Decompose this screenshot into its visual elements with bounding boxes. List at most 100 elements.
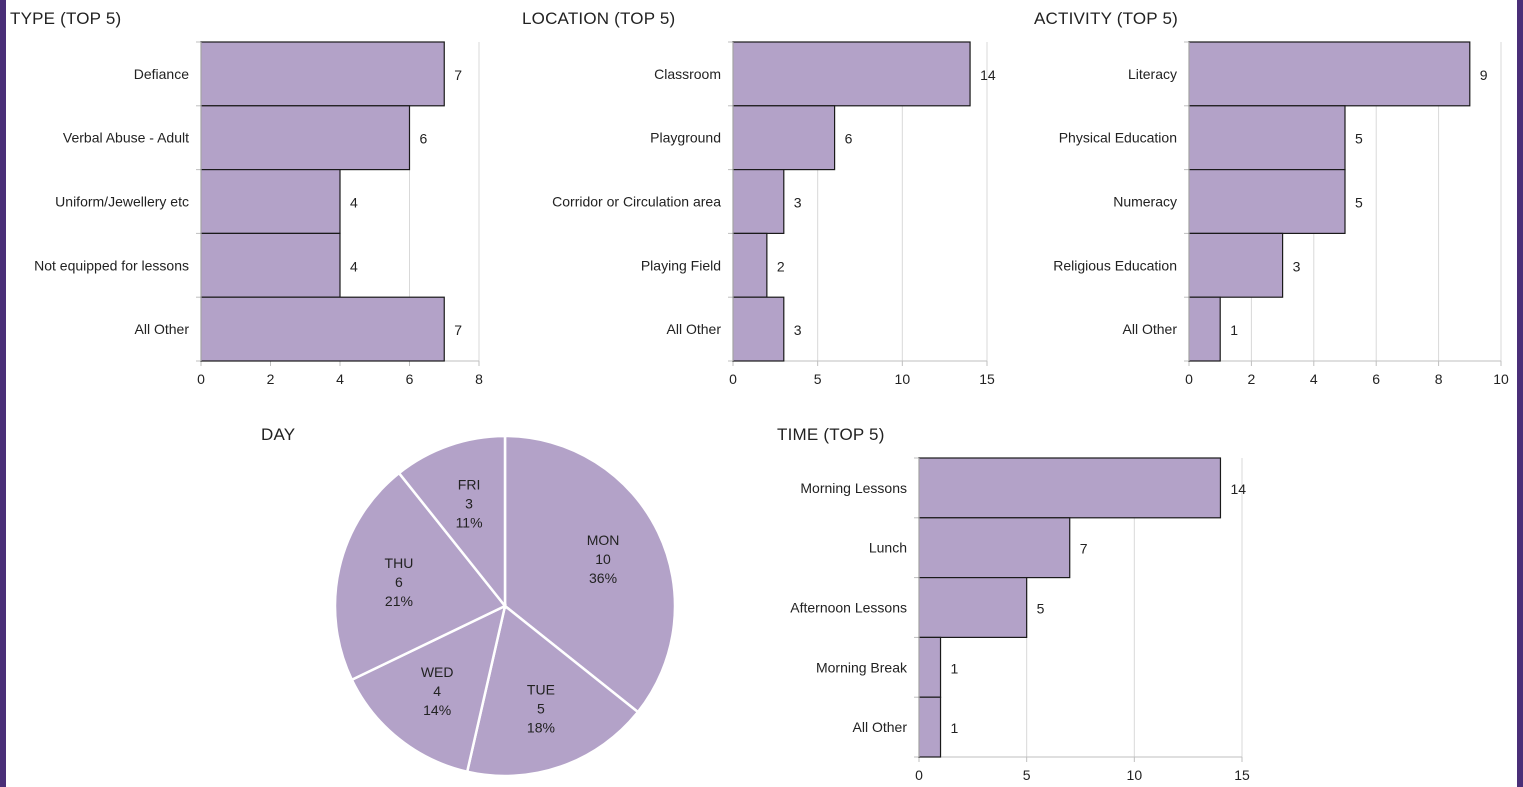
- time-category-label: Afternoon Lessons: [790, 600, 907, 616]
- activity-category-label: Physical Education: [1059, 130, 1177, 146]
- dashboard-canvas: TYPE (TOP 5) LOCATION (TOP 5) ACTIVITY (…: [6, 0, 1517, 787]
- type-bar: [200, 169, 341, 235]
- pie-label-value: 5: [537, 701, 545, 717]
- type-chart-title: TYPE (TOP 5): [10, 9, 122, 28]
- activity-bar: [1188, 232, 1284, 298]
- activity-chart: 0 2 4 6 8 10 Literacy 9 Physical Education 5 Numer…: [1053, 41, 1509, 387]
- type-category-label: Verbal Abuse - Adult: [63, 130, 189, 146]
- type-value-label: 6: [420, 131, 428, 147]
- type-category-label: Not equipped for lessons: [34, 257, 189, 273]
- time-value-label: 7: [1080, 541, 1088, 557]
- time-tick-label: 15: [1234, 767, 1250, 783]
- type-category-label: Defiance: [134, 66, 189, 82]
- type-value-label: 7: [454, 322, 462, 338]
- location-tick-label: 15: [979, 371, 995, 387]
- activity-value-label: 3: [1293, 258, 1301, 274]
- activity-chart-title: ACTIVITY (TOP 5): [1034, 9, 1178, 28]
- pie-label-day: THU: [385, 555, 414, 571]
- pie-label-day: MON: [587, 532, 620, 548]
- location-tick-label: 10: [895, 371, 911, 387]
- time-bar: [918, 696, 942, 758]
- time-category-label: Morning Break: [816, 659, 908, 675]
- activity-category-label: All Other: [1123, 321, 1178, 337]
- activity-category-label: Literacy: [1128, 66, 1177, 82]
- time-category-label: Lunch: [869, 540, 907, 556]
- location-category-label: Playground: [650, 130, 721, 146]
- time-chart-title: TIME (TOP 5): [777, 425, 885, 444]
- time-bar: [918, 636, 942, 698]
- pie-label-value: 6: [395, 574, 403, 590]
- activity-tick-label: 6: [1372, 371, 1380, 387]
- type-value-label: 4: [350, 258, 358, 274]
- pie-slice-mon: [503, 434, 677, 714]
- location-value-label: 6: [845, 131, 853, 147]
- pie-slice-tue: [465, 603, 640, 778]
- time-tick-label: 10: [1127, 767, 1143, 783]
- activity-bar: [1188, 41, 1471, 107]
- location-bar: [732, 41, 971, 107]
- time-tick-label: 0: [915, 767, 923, 783]
- time-value-label: 1: [951, 720, 959, 736]
- pie-label-percent: 36%: [589, 570, 617, 586]
- time-bar: [918, 457, 1222, 519]
- location-category-label: Playing Field: [641, 257, 721, 273]
- type-chart: 0 2 4 6 8 Defiance 7 Verbal Abuse - Adult 6 Unifo…: [34, 41, 483, 387]
- time-category-label: All Other: [853, 719, 908, 735]
- activity-tick-label: 0: [1185, 371, 1193, 387]
- activity-bar: [1188, 105, 1346, 171]
- time-value-label: 5: [1037, 601, 1045, 617]
- pie-label-percent: 18%: [527, 720, 555, 736]
- pie-label-day: WED: [421, 664, 454, 680]
- pie-slice-fri: [397, 434, 507, 610]
- time-bar: [918, 576, 1028, 638]
- time-value-label: 14: [1230, 481, 1246, 497]
- type-bar: [200, 232, 341, 298]
- location-category-label: All Other: [667, 321, 722, 337]
- type-category-label: Uniform/Jewellery etc: [55, 194, 189, 210]
- location-tick-label: 0: [729, 371, 737, 387]
- pie-label-value: 3: [465, 495, 473, 511]
- activity-value-label: 9: [1480, 67, 1488, 83]
- activity-category-label: Numeracy: [1113, 194, 1177, 210]
- pie-slice-thu: [333, 471, 507, 682]
- pie-label-percent: 21%: [385, 593, 413, 609]
- type-tick-label: 6: [406, 371, 414, 387]
- location-category-label: Corridor or Circulation area: [552, 194, 721, 210]
- type-value-label: 7: [454, 67, 462, 83]
- pie-label-value: 4: [433, 683, 441, 699]
- location-bar: [732, 232, 768, 298]
- location-value-label: 3: [794, 322, 802, 338]
- activity-value-label: 5: [1355, 131, 1363, 147]
- day-chart-title: DAY: [261, 425, 296, 444]
- pie-label-percent: 11%: [456, 514, 483, 530]
- pie-label-day: TUE: [527, 682, 555, 698]
- pie-label-day: FRI: [458, 476, 481, 492]
- time-tick-label: 5: [1023, 767, 1031, 783]
- location-value-label: 3: [794, 195, 802, 211]
- activity-bar: [1188, 296, 1221, 362]
- location-value-label: 2: [777, 258, 785, 274]
- location-bar: [732, 296, 785, 362]
- location-chart-title: LOCATION (TOP 5): [522, 9, 676, 28]
- location-value-label: 14: [980, 67, 996, 83]
- activity-tick-label: 2: [1248, 371, 1256, 387]
- type-category-label: All Other: [135, 321, 190, 337]
- activity-category-label: Religious Education: [1053, 257, 1177, 273]
- activity-tick-label: 8: [1435, 371, 1443, 387]
- time-bar: [918, 517, 1071, 579]
- location-tick-label: 5: [814, 371, 822, 387]
- time-category-label: Morning Lessons: [800, 480, 907, 496]
- day-pie-chart: MON 10 36% TUE 5 18% WED 4 14% THU 6 21% FRI 3 11%: [333, 434, 677, 778]
- activity-tick-label: 4: [1310, 371, 1318, 387]
- pie-label-percent: 14%: [423, 702, 451, 718]
- location-category-label: Classroom: [654, 66, 721, 82]
- type-tick-label: 2: [267, 371, 275, 387]
- type-value-label: 4: [350, 195, 358, 211]
- pie-label-value: 10: [595, 551, 611, 567]
- activity-tick-label: 10: [1493, 371, 1509, 387]
- type-tick-label: 0: [197, 371, 205, 387]
- type-tick-label: 4: [336, 371, 344, 387]
- type-bar: [200, 296, 445, 362]
- activity-value-label: 1: [1230, 322, 1238, 338]
